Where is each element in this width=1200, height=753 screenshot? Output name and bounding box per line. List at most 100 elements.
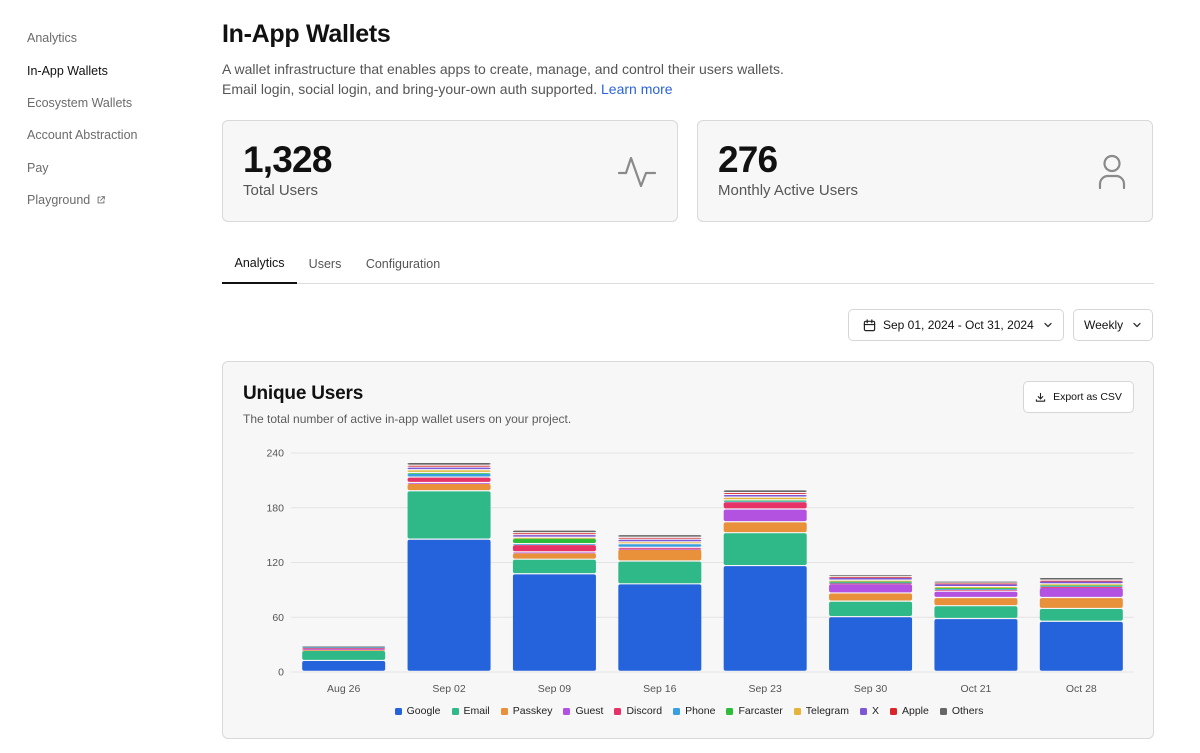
sidebar-item-label: Playground bbox=[27, 193, 91, 208]
bar-segment bbox=[829, 584, 913, 593]
chevron-down-icon bbox=[1133, 322, 1141, 328]
total-users-value: 1,328 bbox=[243, 139, 332, 180]
sidebar-item-playground[interactable]: Playground bbox=[0, 184, 200, 216]
bar-segment bbox=[723, 502, 807, 509]
legend-swatch bbox=[889, 707, 897, 715]
bar-segment bbox=[1039, 588, 1123, 597]
sidebar-item-analytics[interactable]: Analytics bbox=[27, 31, 78, 46]
bar-segment bbox=[723, 566, 807, 671]
legend-swatch bbox=[726, 707, 734, 715]
sidebar-item-ecosystem-wallets[interactable]: Ecosystem Wallets bbox=[27, 95, 133, 110]
unique-users-chart-card: 0 60 120 180 240 Aug 26 Sep 02 Sep 09 Sep 16 Sep … bbox=[222, 361, 1154, 739]
legend-label: Phone bbox=[685, 705, 716, 717]
bar-segment bbox=[302, 648, 386, 650]
page-description: A wallet infrastructure that enables app… bbox=[222, 60, 922, 99]
bar-segment bbox=[407, 477, 491, 482]
bar-segment bbox=[618, 561, 702, 584]
monthly-active-users-label: Monthly Active Users bbox=[718, 182, 859, 199]
tab-analytics[interactable]: Analytics bbox=[222, 244, 297, 284]
bar-segment bbox=[618, 542, 702, 544]
period-select[interactable]: Weekly bbox=[1073, 309, 1153, 341]
bar-segment bbox=[829, 578, 913, 580]
bar-segment bbox=[407, 465, 491, 467]
bar-segment bbox=[512, 553, 596, 559]
x-tick-label: Sep 09 bbox=[538, 683, 571, 695]
bar-segment bbox=[723, 533, 807, 565]
y-tick-label: 0 bbox=[278, 667, 284, 679]
legend-label: Others bbox=[951, 705, 984, 717]
external-link-icon bbox=[97, 196, 106, 204]
sidebar-item-pay[interactable]: Pay bbox=[27, 160, 49, 175]
legend-item: X bbox=[859, 705, 879, 717]
tab-bar: Analytics Users Configuration bbox=[222, 244, 1154, 284]
bar-segment bbox=[302, 646, 386, 648]
bar-segment bbox=[302, 647, 386, 649]
legend-item: Telegram bbox=[793, 705, 849, 717]
bar-segment bbox=[829, 577, 913, 578]
bar-segment bbox=[618, 549, 702, 561]
sidebar-item-in-app-wallets[interactable]: In-App Wallets bbox=[27, 63, 108, 78]
x-tick-label: Oct 21 bbox=[960, 683, 991, 695]
legend-label: Farcaster bbox=[738, 705, 783, 717]
bar-segment bbox=[934, 588, 1018, 589]
tab-users[interactable]: Users bbox=[308, 257, 342, 271]
bar-segment bbox=[1039, 621, 1123, 671]
export-csv-button[interactable]: Export as CSV bbox=[1023, 381, 1134, 413]
sidebar: Analytics In-App Wallets Ecosystem Walle… bbox=[0, 0, 200, 753]
legend-item: Guest bbox=[563, 705, 603, 717]
bar-segment bbox=[618, 547, 702, 549]
bar-segment bbox=[512, 574, 596, 671]
bar-segment bbox=[934, 584, 1018, 586]
bar-segment bbox=[1039, 609, 1123, 621]
bar-segment bbox=[829, 580, 913, 582]
bar-segment bbox=[1039, 585, 1123, 587]
chart-title: Unique Users bbox=[243, 383, 364, 404]
bar-segment bbox=[934, 589, 1018, 591]
legend-label: Email bbox=[463, 705, 490, 717]
bar-segment bbox=[407, 473, 491, 474]
bar-segment bbox=[723, 493, 807, 494]
bar-segment bbox=[407, 539, 491, 671]
bar-segment bbox=[829, 575, 913, 577]
legend-swatch bbox=[793, 707, 801, 715]
bar-segment bbox=[829, 582, 913, 584]
legend-swatch bbox=[939, 707, 947, 715]
bar-segment bbox=[407, 491, 491, 539]
export-csv-label: Export as CSV bbox=[1053, 391, 1122, 403]
legend-label: Google bbox=[406, 705, 441, 717]
bar-segment bbox=[723, 522, 807, 533]
sidebar-item-account-abstraction[interactable]: Account Abstraction bbox=[27, 128, 138, 143]
bar-segment bbox=[407, 484, 491, 491]
user-icon bbox=[1098, 154, 1126, 190]
bar-segment bbox=[618, 537, 702, 539]
bar-segment bbox=[1039, 578, 1123, 580]
bar-segment bbox=[618, 544, 702, 547]
legend-item: Others bbox=[939, 705, 984, 717]
legend-swatch bbox=[673, 707, 681, 715]
description-line-1: A wallet infrastructure that enables app… bbox=[222, 61, 784, 77]
bar-segment bbox=[934, 619, 1018, 671]
bar-segment bbox=[829, 601, 913, 617]
period-value: Weekly bbox=[1084, 318, 1124, 332]
bar-segment bbox=[934, 588, 1018, 590]
x-tick-label: Sep 23 bbox=[749, 683, 782, 695]
bar-segment bbox=[302, 651, 386, 660]
date-range-picker[interactable]: Sep 01, 2024 - Oct 31, 2024 bbox=[848, 309, 1064, 341]
legend-label: Telegram bbox=[805, 705, 849, 717]
bar-segment bbox=[723, 500, 807, 502]
bar-segment bbox=[934, 587, 1018, 588]
bar-segment bbox=[723, 494, 807, 497]
bar-segment bbox=[407, 463, 491, 465]
legend-label: Discord bbox=[626, 705, 663, 717]
bar-segment bbox=[829, 617, 913, 671]
tab-configuration[interactable]: Configuration bbox=[365, 257, 441, 271]
learn-more-link[interactable]: Learn more bbox=[601, 80, 673, 97]
bar-segment bbox=[934, 591, 1018, 597]
legend-swatch bbox=[859, 707, 867, 715]
bar-segment bbox=[1039, 580, 1123, 582]
x-tick-label: Sep 16 bbox=[643, 683, 676, 695]
bar-segment bbox=[934, 583, 1018, 585]
legend-item: Google bbox=[394, 705, 441, 717]
legend-label: Guest bbox=[575, 705, 604, 717]
bar-segment bbox=[512, 552, 596, 554]
